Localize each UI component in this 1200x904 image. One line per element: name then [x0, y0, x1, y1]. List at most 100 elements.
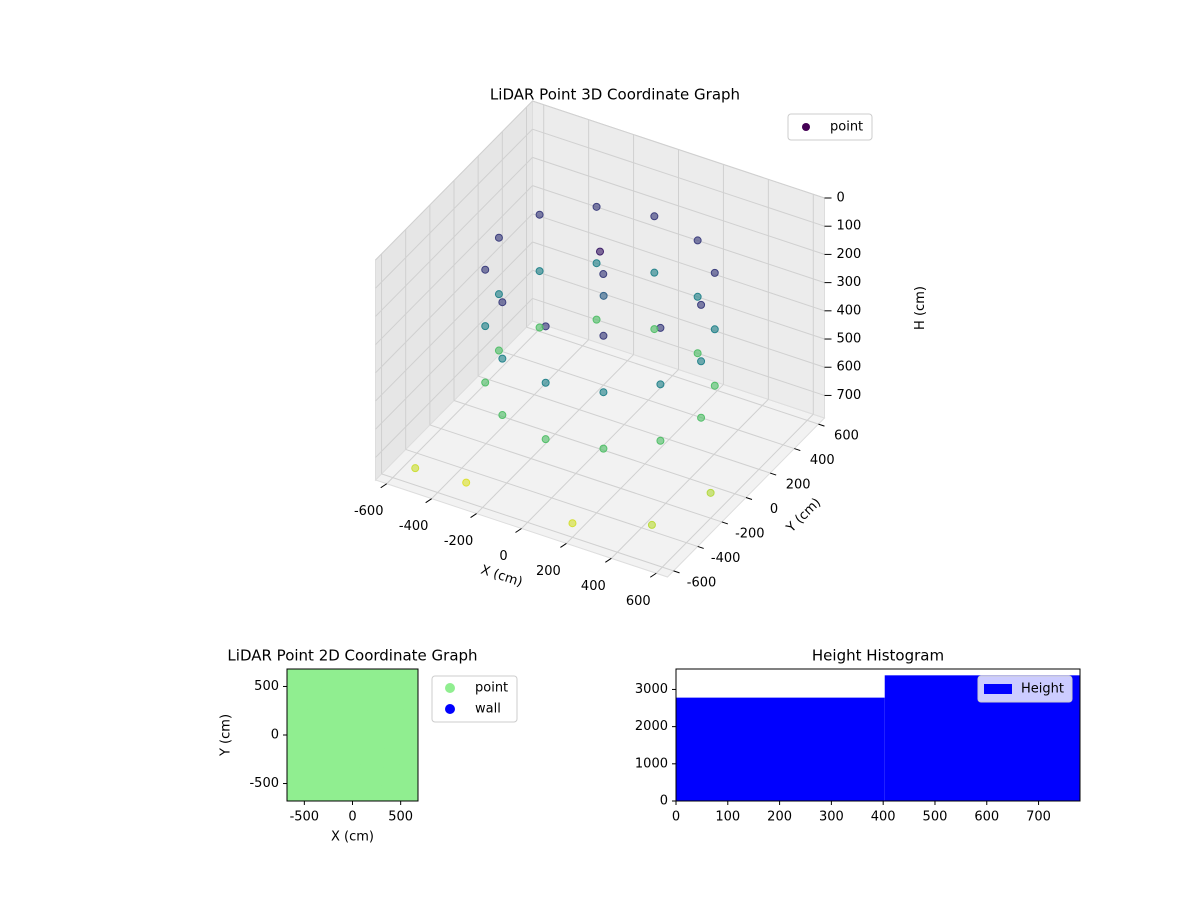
point	[697, 300, 706, 309]
y-tick-label: 200	[786, 478, 811, 493]
z-tick-label: 700	[837, 388, 862, 403]
legend-marker	[445, 683, 455, 693]
grid-line	[477, 375, 771, 474]
grid-line	[532, 185, 825, 284]
chart-title: LiDAR Point 3D Coordinate Graph	[490, 86, 740, 104]
grid-line	[375, 241, 533, 402]
point	[697, 357, 706, 366]
grid-line	[375, 269, 533, 430]
x-axis-label: X (cm)	[479, 563, 525, 591]
point	[498, 411, 507, 420]
y-tick-label: 0	[770, 502, 778, 517]
y-tick	[818, 423, 825, 427]
x-tick-label: 700	[1026, 810, 1051, 825]
point	[599, 444, 608, 453]
grid-line	[381, 473, 674, 572]
point	[592, 259, 601, 268]
point	[395, 669, 418, 692]
z-tick-label: 300	[837, 275, 862, 290]
y-tick-label: 400	[810, 453, 835, 468]
legend-label: wall	[475, 702, 501, 717]
chart-title: LiDAR Point 2D Coordinate Graph	[227, 647, 477, 665]
point	[592, 202, 601, 211]
legend-box	[977, 675, 1073, 703]
x-tick-label: -500	[290, 810, 320, 825]
x-tick	[380, 483, 388, 489]
point	[596, 247, 604, 256]
y-tick	[721, 521, 729, 525]
y-tick-label: -200	[735, 526, 765, 541]
point	[710, 325, 719, 334]
grid-line	[375, 213, 533, 374]
legend-marker	[984, 684, 1012, 694]
grid-line	[405, 448, 698, 547]
grid-line	[429, 424, 723, 523]
legend-label: point	[830, 120, 863, 135]
grid-line	[375, 298, 533, 458]
y-tick	[794, 448, 801, 452]
point	[650, 268, 659, 277]
point	[599, 270, 608, 279]
point	[592, 315, 601, 324]
y-tick-label: 600	[834, 429, 859, 444]
point	[647, 520, 656, 529]
point	[599, 291, 608, 300]
y-axis-label: Y (cm)	[783, 495, 824, 536]
y-tick	[697, 545, 704, 549]
grid-line	[375, 128, 533, 289]
point	[710, 268, 719, 277]
point	[535, 323, 544, 332]
x-tick-label: 400	[581, 579, 606, 594]
x-tick-label: 200	[536, 564, 561, 579]
grid-line	[532, 128, 825, 227]
y-tick-label: -400	[711, 551, 741, 566]
z-tick-label: 600	[837, 360, 862, 375]
point	[599, 331, 608, 340]
grid-line	[532, 156, 825, 255]
x-tick-label: -600	[354, 504, 384, 519]
point	[494, 346, 503, 355]
point	[411, 464, 420, 473]
z-tick-label: 100	[837, 219, 862, 234]
x-tick-label: 600	[974, 810, 999, 825]
y-tick-label: 0	[660, 794, 668, 809]
chart-title: Height Histogram	[812, 647, 944, 665]
x-tick-label: 300	[819, 810, 844, 825]
x-tick	[425, 498, 432, 504]
grid-line	[532, 297, 825, 396]
x-tick-label: 500	[923, 810, 948, 825]
z-tick-label: 500	[837, 332, 862, 347]
point	[541, 378, 550, 387]
x-tick-label: 100	[715, 810, 740, 825]
z-tick-label: 200	[837, 247, 862, 262]
y-tick-label: 0	[271, 728, 279, 743]
x-tick-label: 0	[348, 810, 356, 825]
y-tick	[769, 472, 777, 476]
legend-marker	[802, 123, 810, 131]
x-tick	[515, 528, 522, 533]
grid-line	[375, 185, 533, 345]
y-tick-label: 3000	[635, 682, 668, 697]
point	[693, 349, 702, 358]
grid-line	[502, 351, 795, 450]
grid-line	[532, 213, 825, 312]
grid-line	[526, 326, 819, 425]
y-tick	[673, 570, 680, 574]
grid-line	[532, 269, 825, 368]
point	[710, 381, 719, 390]
legend-box	[787, 113, 873, 141]
x-tick-label: 500	[388, 810, 413, 825]
y-tick-label: -600	[687, 575, 717, 590]
x-tick	[470, 513, 477, 518]
point	[498, 354, 507, 363]
grid-line	[532, 241, 825, 340]
y-tick-label: 1000	[635, 756, 668, 771]
z-tick-label: 400	[837, 303, 862, 318]
x-tick-label: 600	[626, 594, 651, 609]
legend-label: Height	[1021, 682, 1064, 697]
x-tick-label: 0	[672, 810, 680, 825]
point	[693, 292, 702, 301]
y-tick-label: -500	[249, 776, 279, 791]
z-tick-label: 0	[837, 191, 845, 206]
